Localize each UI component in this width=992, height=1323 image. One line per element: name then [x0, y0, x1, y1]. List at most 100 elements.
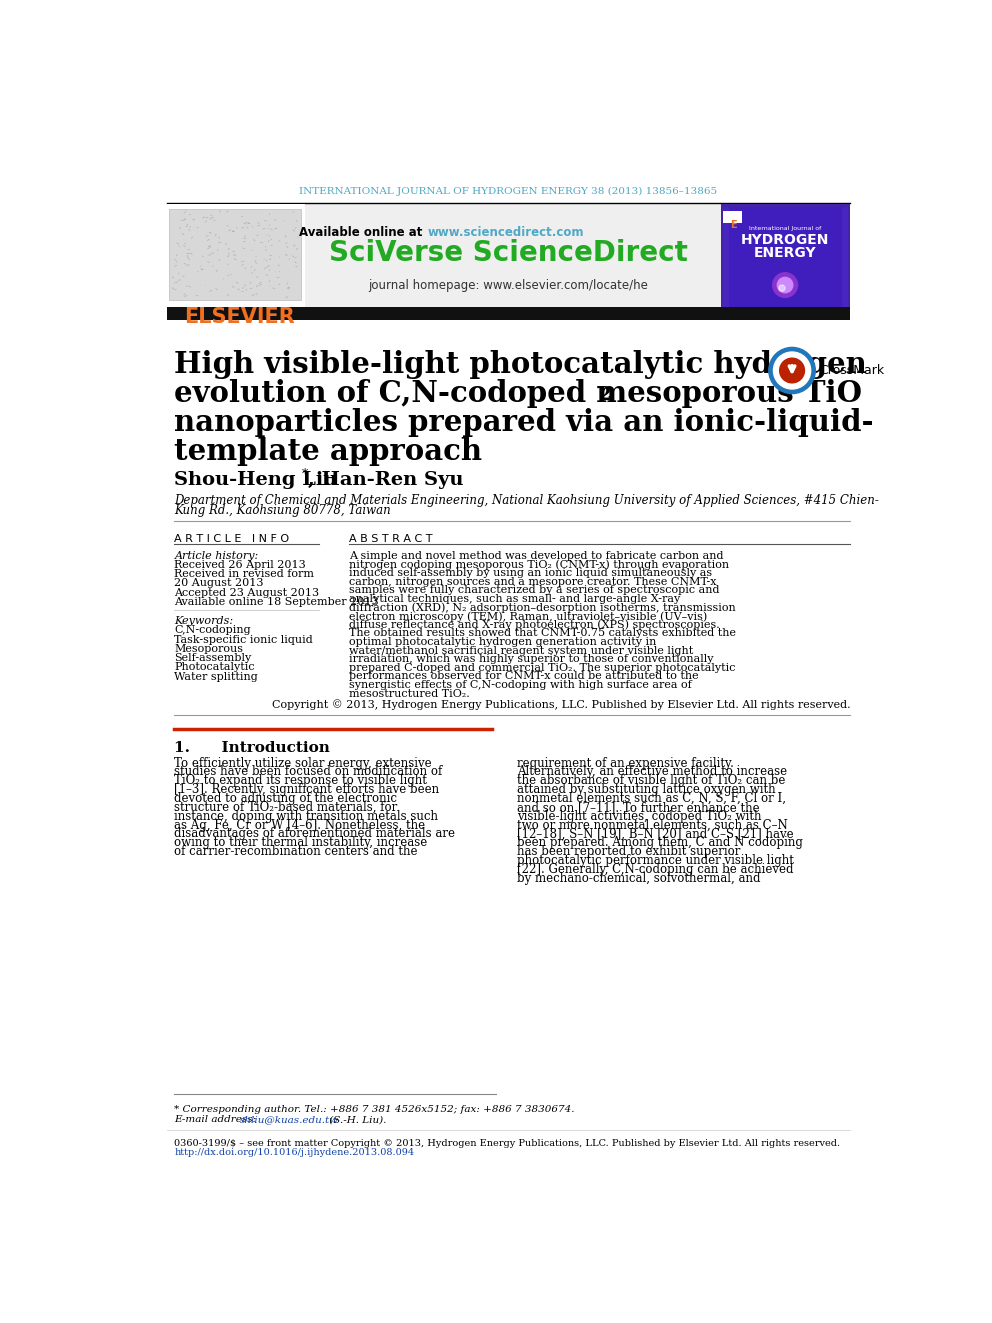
Text: diffraction (XRD), N₂ adsorption–desorption isotherms, transmission: diffraction (XRD), N₂ adsorption–desorpt…: [349, 602, 735, 613]
Circle shape: [769, 348, 815, 394]
Text: [12–18], S–N [19], B–N [20] and C–S [21] have: [12–18], S–N [19], B–N [20] and C–S [21]…: [517, 827, 794, 840]
Text: *: *: [302, 468, 308, 482]
Text: A simple and novel method was developed to fabricate carbon and: A simple and novel method was developed …: [349, 550, 723, 561]
Text: optimal photocatalytic hydrogen generation activity in: optimal photocatalytic hydrogen generati…: [349, 636, 656, 647]
Bar: [169, 209, 301, 300]
Text: Alternatively, an effective method to increase: Alternatively, an effective method to in…: [517, 766, 787, 778]
Text: irradiation, which was highly superior to those of conventionally: irradiation, which was highly superior t…: [349, 654, 713, 664]
Text: studies have been focused on modification of: studies have been focused on modificatio…: [175, 766, 442, 778]
Bar: [728, 206, 842, 307]
Text: Copyright © 2013, Hydrogen Energy Publications, LLC. Published by Elsevier Ltd. : Copyright © 2013, Hydrogen Energy Public…: [272, 700, 850, 710]
Text: C,N-codoping: C,N-codoping: [175, 626, 251, 635]
Text: www.sciencedirect.com: www.sciencedirect.com: [428, 226, 584, 239]
Text: devoted to adjusting of the electronic: devoted to adjusting of the electronic: [175, 792, 398, 804]
Circle shape: [780, 359, 805, 382]
Text: Received 26 April 2013: Received 26 April 2013: [175, 560, 307, 570]
Bar: [167, 307, 850, 320]
Text: the absorbance of visible light of TiO₂ can be: the absorbance of visible light of TiO₂ …: [517, 774, 786, 787]
Text: mesostructured TiO₂.: mesostructured TiO₂.: [349, 689, 469, 699]
Text: Received in revised form: Received in revised form: [175, 569, 314, 579]
Text: 0360-3199/$ – see front matter Copyright © 2013, Hydrogen Energy Publications, L: 0360-3199/$ – see front matter Copyright…: [175, 1139, 840, 1148]
Text: samples were fully characterized by a series of spectroscopic and: samples were fully characterized by a se…: [349, 585, 719, 595]
Text: HYDROGEN: HYDROGEN: [741, 233, 829, 247]
Text: shliu@kuas.edu.tw: shliu@kuas.edu.tw: [239, 1115, 338, 1125]
Text: [1–3]. Recently, significant efforts have been: [1–3]. Recently, significant efforts hav…: [175, 783, 439, 796]
Text: Water splitting: Water splitting: [175, 672, 258, 681]
Text: Shou-Heng Liu: Shou-Heng Liu: [175, 471, 337, 488]
Text: diffuse reflectance and X-ray photoelectron (XPS) spectroscopies.: diffuse reflectance and X-ray photoelect…: [349, 619, 719, 630]
Text: requirement of an expensive facility.: requirement of an expensive facility.: [517, 757, 734, 770]
Circle shape: [778, 278, 793, 292]
Text: SciVerse ScienceDirect: SciVerse ScienceDirect: [329, 238, 687, 267]
Text: Keywords:: Keywords:: [175, 617, 233, 626]
Text: induced self-assembly by using an ionic liquid simultaneously as: induced self-assembly by using an ionic …: [349, 568, 712, 578]
Text: analytical techniques, such as small- and large-angle X-ray: analytical techniques, such as small- an…: [349, 594, 680, 603]
Text: Available online at: Available online at: [299, 226, 427, 239]
Circle shape: [774, 352, 810, 389]
Text: E: E: [730, 220, 736, 230]
Text: A R T I C L E   I N F O: A R T I C L E I N F O: [175, 533, 290, 544]
Text: CrossMark: CrossMark: [819, 364, 884, 377]
Text: synergistic effects of C,N-codoping with high surface area of: synergistic effects of C,N-codoping with…: [349, 680, 691, 691]
Text: nonmetal elements such as C, N, S, F, Cl or I,: nonmetal elements such as C, N, S, F, Cl…: [517, 792, 786, 804]
Text: Mesoporous: Mesoporous: [175, 644, 243, 654]
Text: owing to their thermal instability, increase: owing to their thermal instability, incr…: [175, 836, 428, 849]
Text: prepared C-doped and commercial TiO₂. The superior photocatalytic: prepared C-doped and commercial TiO₂. Th…: [349, 663, 735, 673]
Text: Kung Rd., Kaohsiung 80778, Taiwan: Kung Rd., Kaohsiung 80778, Taiwan: [175, 504, 391, 517]
Text: and so on [7–11]. To further enhance the: and so on [7–11]. To further enhance the: [517, 800, 760, 814]
Text: , Han-Ren Syu: , Han-Ren Syu: [308, 471, 463, 488]
Text: two or more nonmetal elements, such as C–N: two or more nonmetal elements, such as C…: [517, 819, 788, 832]
Text: by mechano-chemical, solvothermal, and: by mechano-chemical, solvothermal, and: [517, 872, 761, 885]
Circle shape: [773, 273, 798, 298]
Text: electron microscopy (TEM), Raman, ultraviolet–visible (UV–vis): electron microscopy (TEM), Raman, ultrav…: [349, 611, 707, 622]
Text: carbon, nitrogen sources and a mesopore creator. These CNMT-x: carbon, nitrogen sources and a mesopore …: [349, 577, 716, 586]
Text: Accepted 23 August 2013: Accepted 23 August 2013: [175, 587, 319, 598]
Text: ELSEVIER: ELSEVIER: [185, 307, 296, 327]
Text: To efficiently utilize solar energy, extensive: To efficiently utilize solar energy, ext…: [175, 757, 432, 770]
Text: Photocatalytic: Photocatalytic: [175, 663, 255, 672]
Text: water/methanol sacrificial reagent system under visible light: water/methanol sacrificial reagent syste…: [349, 646, 693, 656]
Text: structure of TiO₂-based materials, for: structure of TiO₂-based materials, for: [175, 800, 398, 814]
Text: High visible-light photocatalytic hydrogen: High visible-light photocatalytic hydrog…: [175, 349, 867, 378]
Text: been prepared. Among them, C and N codoping: been prepared. Among them, C and N codop…: [517, 836, 803, 849]
Text: has been reported to exhibit superior: has been reported to exhibit superior: [517, 845, 740, 859]
Text: nitrogen codoping mesoporous TiO₂ (CNMT-x) through evaporation: nitrogen codoping mesoporous TiO₂ (CNMT-…: [349, 560, 729, 570]
Text: INTERNATIONAL JOURNAL OF HYDROGEN ENERGY 38 (2013) 13856–13865: INTERNATIONAL JOURNAL OF HYDROGEN ENERGY…: [300, 187, 717, 196]
Text: [22]. Generally, C,N-codoping can be achieved: [22]. Generally, C,N-codoping can be ach…: [517, 863, 794, 876]
Text: as Ag, Fe, Cr or W [4–6]. Nonetheless, the: as Ag, Fe, Cr or W [4–6]. Nonetheless, t…: [175, 819, 426, 832]
Text: visible-light activities, codoped TiO₂ with: visible-light activities, codoped TiO₂ w…: [517, 810, 762, 823]
Bar: [167, 204, 850, 308]
Text: E-mail address:: E-mail address:: [175, 1115, 260, 1125]
Text: instance, doping with transition metals such: instance, doping with transition metals …: [175, 810, 438, 823]
Bar: [723, 206, 848, 307]
Bar: [167, 204, 305, 308]
Text: of carrier-recombination centers and the: of carrier-recombination centers and the: [175, 845, 418, 859]
Text: 20 August 2013: 20 August 2013: [175, 578, 264, 589]
Text: ENERGY: ENERGY: [754, 246, 816, 259]
Text: photocatalytic performance under visible light: photocatalytic performance under visible…: [517, 853, 794, 867]
Circle shape: [779, 284, 785, 291]
Text: International Journal of: International Journal of: [749, 225, 821, 230]
Text: Task-specific ionic liquid: Task-specific ionic liquid: [175, 635, 313, 644]
Text: (S.-H. Liu).: (S.-H. Liu).: [326, 1115, 387, 1125]
Text: Article history:: Article history:: [175, 550, 259, 561]
Text: Department of Chemical and Materials Engineering, National Kaohsiung University : Department of Chemical and Materials Eng…: [175, 493, 879, 507]
Text: Self-assembly: Self-assembly: [175, 654, 252, 663]
Text: template approach: template approach: [175, 438, 482, 467]
Text: TiO₂ to expand its response to visible light: TiO₂ to expand its response to visible l…: [175, 774, 428, 787]
Text: disadvantages of aforementioned materials are: disadvantages of aforementioned material…: [175, 827, 455, 840]
Text: journal homepage: www.elsevier.com/locate/he: journal homepage: www.elsevier.com/locat…: [368, 279, 649, 291]
Text: evolution of C,N-codoped mesoporous TiO: evolution of C,N-codoped mesoporous TiO: [175, 378, 862, 407]
Text: 1.      Introduction: 1. Introduction: [175, 741, 330, 755]
Text: A B S T R A C T: A B S T R A C T: [349, 533, 433, 544]
Text: Available online 18 September 2013: Available online 18 September 2013: [175, 597, 379, 607]
Text: performances observed for CNMT-x could be attributed to the: performances observed for CNMT-x could b…: [349, 672, 698, 681]
Text: * Corresponding author. Tel.: +886 7 381 4526x5152; fax: +886 7 3830674.: * Corresponding author. Tel.: +886 7 381…: [175, 1105, 575, 1114]
Bar: [723, 212, 742, 224]
Text: attained by substituting lattice oxygen with: attained by substituting lattice oxygen …: [517, 783, 776, 796]
Bar: [721, 204, 850, 308]
Text: nanoparticles prepared via an ionic-liquid-: nanoparticles prepared via an ionic-liqu…: [175, 409, 874, 437]
Text: The obtained results showed that CNMT-0.75 catalysts exhibited the: The obtained results showed that CNMT-0.…: [349, 628, 736, 638]
Text: http://dx.doi.org/10.1016/j.ijhydene.2013.08.094: http://dx.doi.org/10.1016/j.ijhydene.201…: [175, 1148, 415, 1158]
Bar: [723, 206, 848, 307]
